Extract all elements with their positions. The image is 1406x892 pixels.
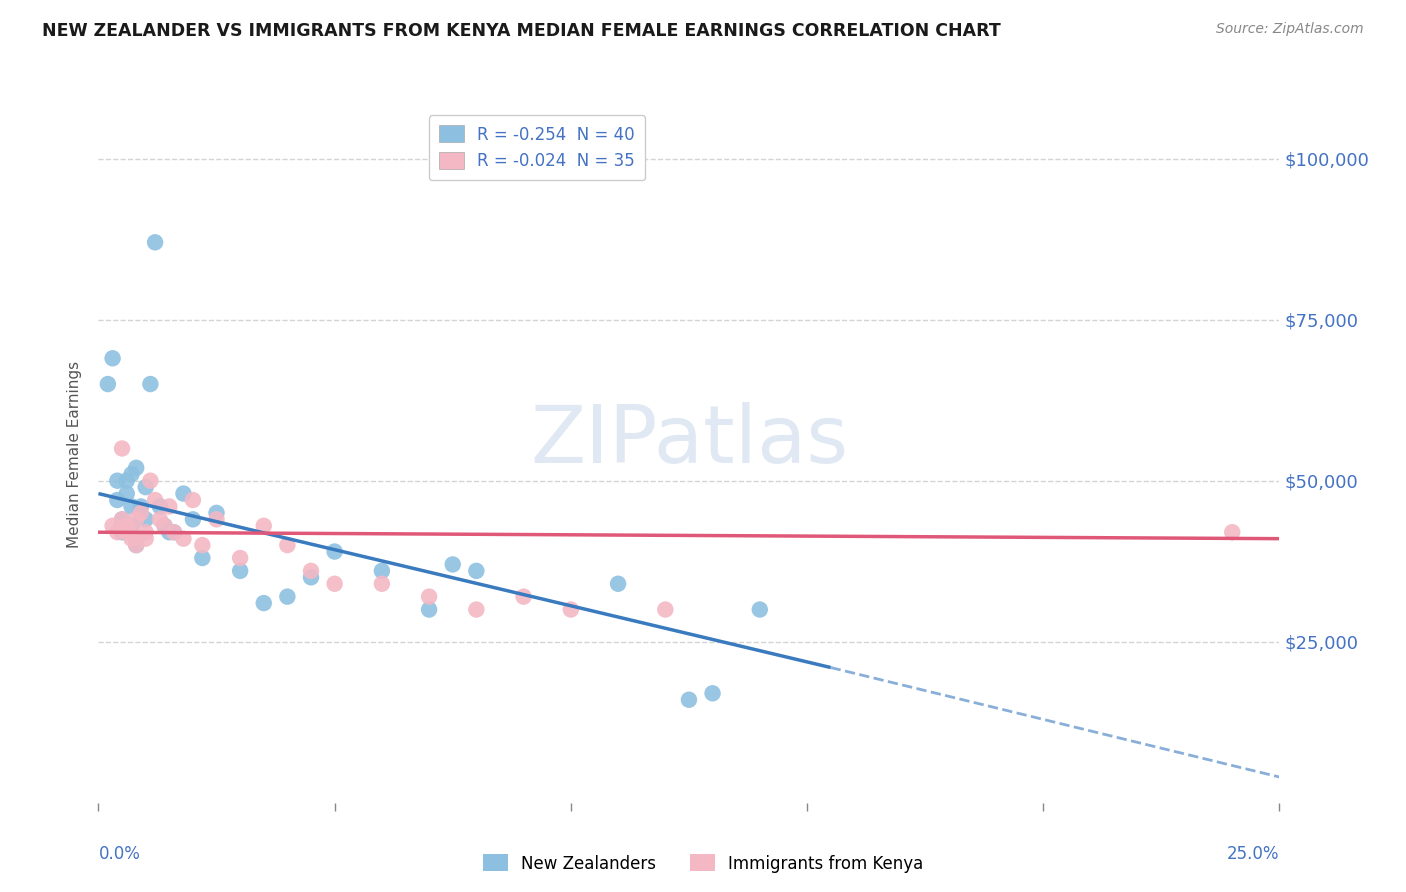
Point [441, 558, 464, 572]
Point [125, 512, 148, 526]
Y-axis label: Median Female Earnings: Median Female Earnings [67, 361, 83, 549]
Point [276, 590, 298, 604]
Point [121, 532, 143, 546]
Point [418, 602, 440, 616]
Point [191, 551, 214, 566]
Point [465, 602, 488, 616]
Point [181, 512, 204, 526]
Point [1220, 525, 1243, 540]
Point [97, 377, 120, 392]
Text: 25.0%: 25.0% [1227, 845, 1279, 863]
Point [139, 377, 162, 392]
Point [512, 590, 534, 604]
Point [229, 564, 252, 578]
Point [191, 538, 214, 552]
Point [135, 512, 157, 526]
Point [371, 564, 394, 578]
Point [105, 474, 128, 488]
Point [101, 351, 124, 366]
Point [299, 570, 322, 584]
Point [115, 474, 138, 488]
Point [149, 500, 172, 514]
Point [157, 525, 180, 540]
Point [111, 512, 134, 526]
Point [229, 551, 252, 566]
Point [181, 493, 204, 508]
Point [205, 512, 228, 526]
Point [253, 518, 276, 533]
Point [115, 525, 138, 540]
Point [149, 512, 172, 526]
Point [121, 467, 143, 482]
Point [172, 486, 194, 500]
Point [205, 506, 228, 520]
Point [143, 493, 166, 508]
Point [157, 500, 180, 514]
Point [560, 602, 582, 616]
Point [299, 564, 322, 578]
Point [105, 493, 128, 508]
Point [115, 486, 138, 500]
Text: ZIPatlas: ZIPatlas [530, 402, 848, 480]
Point [121, 525, 143, 540]
Point [253, 596, 276, 610]
Point [111, 512, 134, 526]
Point [163, 525, 186, 540]
Point [111, 442, 134, 456]
Legend: R = -0.254  N = 40, R = -0.024  N = 35: R = -0.254 N = 40, R = -0.024 N = 35 [429, 115, 645, 180]
Point [139, 474, 162, 488]
Point [465, 564, 488, 578]
Point [125, 538, 148, 552]
Point [115, 518, 138, 533]
Point [702, 686, 724, 700]
Point [121, 500, 143, 514]
Point [607, 576, 630, 591]
Point [323, 544, 346, 558]
Point [143, 235, 166, 250]
Point [153, 518, 176, 533]
Point [111, 518, 134, 533]
Legend: New Zealanders, Immigrants from Kenya: New Zealanders, Immigrants from Kenya [477, 847, 929, 880]
Point [125, 538, 148, 552]
Point [129, 500, 152, 514]
Point [125, 460, 148, 475]
Point [163, 525, 186, 540]
Point [654, 602, 676, 616]
Point [135, 532, 157, 546]
Text: NEW ZEALANDER VS IMMIGRANTS FROM KENYA MEDIAN FEMALE EARNINGS CORRELATION CHART: NEW ZEALANDER VS IMMIGRANTS FROM KENYA M… [42, 22, 1001, 40]
Point [129, 506, 152, 520]
Point [111, 525, 134, 540]
Point [172, 532, 194, 546]
Text: Source: ZipAtlas.com: Source: ZipAtlas.com [1216, 22, 1364, 37]
Point [371, 576, 394, 591]
Point [135, 525, 157, 540]
Text: 0.0%: 0.0% [98, 845, 141, 863]
Point [135, 480, 157, 494]
Point [153, 518, 176, 533]
Point [276, 538, 298, 552]
Point [121, 518, 143, 533]
Point [101, 518, 124, 533]
Point [748, 602, 770, 616]
Point [323, 576, 346, 591]
Point [678, 692, 700, 706]
Point [105, 525, 128, 540]
Point [418, 590, 440, 604]
